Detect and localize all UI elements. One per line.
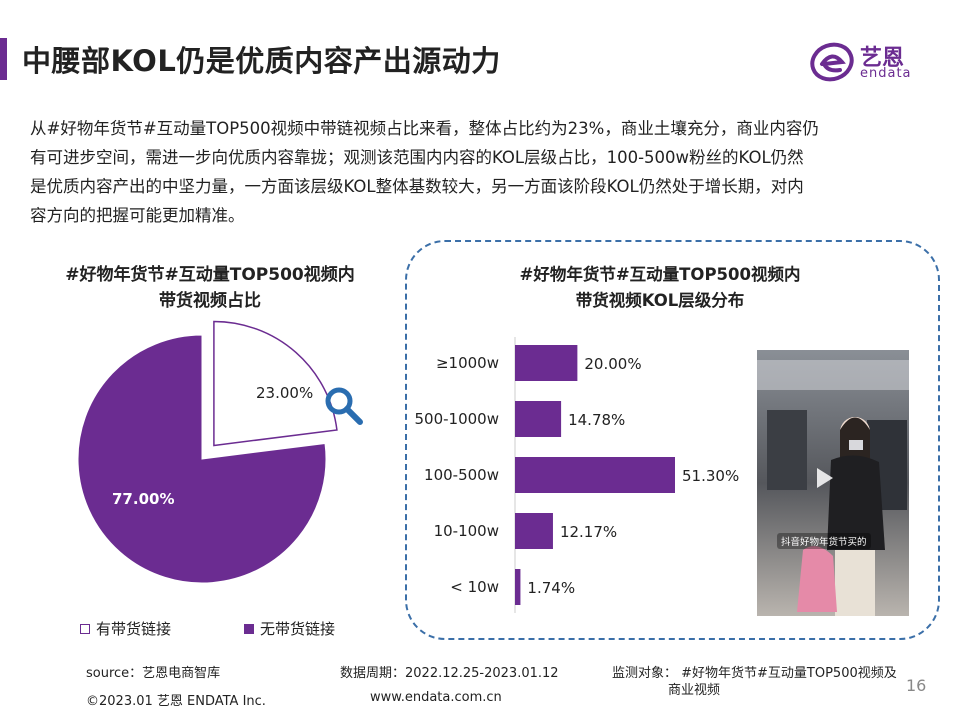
bar-value-label: 51.30% xyxy=(682,467,739,485)
intro-line: 容方向的把握可能更加精准。 xyxy=(30,206,245,225)
pie-title-line: 带货视频占比 xyxy=(159,291,261,311)
footer-website[interactable]: www.endata.com.cn xyxy=(370,690,502,705)
legend-item-without-link: 无带货链接 xyxy=(244,618,335,639)
bar-category-label: 100-500w xyxy=(424,466,499,484)
page-title: 中腰部KOL仍是优质内容产出源动力 xyxy=(22,44,501,78)
logo-text-en: endata xyxy=(860,66,912,81)
pie-chart xyxy=(77,320,338,584)
pie-label-with-link: 23.00% xyxy=(256,384,314,402)
bar-value-label: 1.74% xyxy=(527,579,575,597)
intro-paragraph: 从#好物年货节#互动量TOP500视频中带链视频占比来看，整体占比约为23%，商… xyxy=(30,114,930,230)
endata-logo: 艺恩 endata xyxy=(808,38,928,86)
legend-label: 无带货链接 xyxy=(260,620,336,638)
photo-caption: 抖音好物年货节买的 xyxy=(777,533,871,549)
bar xyxy=(515,401,562,437)
bar-category-label: < 10w xyxy=(450,578,499,596)
logo-text-cn: 艺恩 xyxy=(860,46,905,71)
bar xyxy=(515,569,521,605)
legend-label: 有带货链接 xyxy=(96,620,172,638)
pie-label-without-link: 77.00% xyxy=(112,490,175,508)
footer-object: 监测对象： #好物年货节#互动量TOP500视频及 xyxy=(612,666,897,681)
kol-distribution-panel xyxy=(405,240,940,640)
footer-source: source：艺恩电商智库 xyxy=(86,666,221,681)
magnifier-icon xyxy=(325,387,363,425)
footer-object-cont: 商业视频 xyxy=(668,683,721,698)
bar-value-label: 20.00% xyxy=(584,355,641,373)
legend-swatch xyxy=(80,623,90,634)
product-photo: 抖音好物年货节买的 xyxy=(757,350,909,616)
legend-swatch xyxy=(244,623,254,634)
pie-title-line: #好物年货节#互动量TOP500视频内 xyxy=(65,265,355,285)
bar-value-label: 14.78% xyxy=(568,411,625,429)
pie-slice-without-link xyxy=(77,334,327,584)
intro-line: 从#好物年货节#互动量TOP500视频中带链视频占比来看，整体占比约为23%，商… xyxy=(30,119,819,138)
bar-value-label: 12.17% xyxy=(560,523,617,541)
page-number: 16 xyxy=(906,676,927,695)
bar-category-label: ≥1000w xyxy=(436,354,499,372)
bar xyxy=(515,457,675,493)
bar-title-line: #好物年货节#互动量TOP500视频内 xyxy=(519,265,801,284)
bar xyxy=(515,513,553,549)
bar-category-label: 500-1000w xyxy=(415,410,500,428)
endata-logo-icon xyxy=(810,42,854,82)
intro-line: 有可进步空间，需进一步向优质内容靠拢；观测该范围内内容的KOL层级占比，100-… xyxy=(30,148,804,167)
bar-chart: ≥1000w 20.00% 500-1000w 14.78% 100-500w 51.30… xyxy=(415,337,739,613)
footer-period: 数据周期：2022.12.25-2023.01.12 xyxy=(340,666,559,681)
bar-chart-title: #好物年货节#互动量TOP500视频内 带货视频KOL层级分布 xyxy=(480,262,840,314)
title-accent-bar xyxy=(0,38,7,80)
footer-copyright: ©2023.01 艺恩 ENDATA Inc. xyxy=(86,694,266,709)
bar-title-line: 带货视频KOL层级分布 xyxy=(575,291,745,310)
legend-item-with-link: 有带货链接 xyxy=(80,618,171,639)
intro-line: 是优质内容产出的中坚力量，一方面该层级KOL整体基数较大，另一方面该阶段KOL仍… xyxy=(30,177,804,196)
photo-scene xyxy=(757,350,909,616)
pie-chart-title: #好物年货节#互动量TOP500视频内 带货视频占比 xyxy=(40,262,380,314)
bar xyxy=(515,345,578,381)
bar-category-label: 10-100w xyxy=(434,522,499,540)
